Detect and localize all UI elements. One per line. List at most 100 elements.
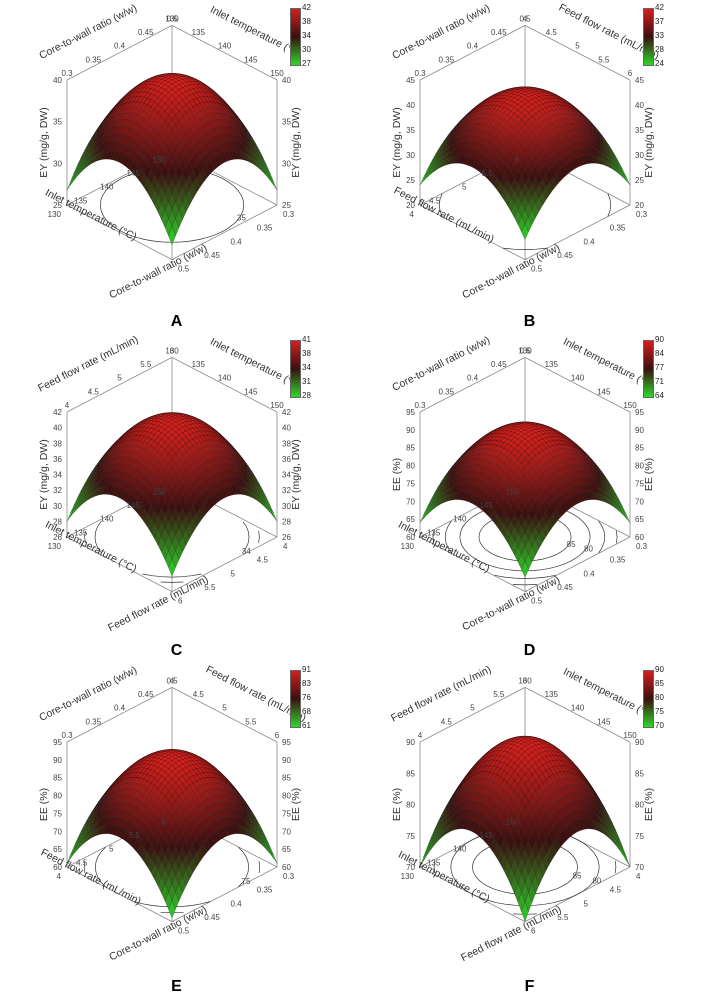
top-y-tick-label: 0.3	[414, 401, 426, 410]
top-y-tick-label: 5.5	[140, 360, 152, 369]
top-y-tick-label: 0.4	[467, 374, 479, 383]
top-x-tick-label: 130	[165, 14, 179, 23]
z-axis-label: EY (mg/g, DW)	[391, 107, 403, 177]
z-axis-label: EY (mg/g, DW)	[38, 107, 50, 177]
top-x-tick-label: 130	[518, 346, 532, 355]
x-tick-label: 4	[410, 210, 415, 219]
x-tick-label: 130	[401, 872, 415, 881]
z-tick-label: 30	[406, 151, 415, 160]
y-axis-label: Core-to-wall ratio (w/w)	[460, 242, 562, 302]
colorbar-tick-label: 90	[655, 666, 664, 674]
top-y-axis-label: Core-to-wall ratio (w/w)	[37, 2, 139, 62]
top-y-tick-label: 0.35	[86, 717, 102, 726]
x-tick-label: 145	[126, 501, 140, 510]
z-tick-label: 85	[406, 769, 415, 778]
z-tick-label: 40	[53, 424, 62, 433]
top-y-tick-label: 0.45	[138, 28, 154, 37]
y-tick-label: 4.5	[257, 556, 269, 565]
top-x-tick-label: 150	[623, 731, 637, 740]
z-tick-label-right: 95	[282, 738, 291, 747]
colorbar-tick-label: 38	[302, 18, 311, 26]
contour-label: 35	[237, 214, 246, 223]
colorbar	[643, 670, 654, 728]
x-tick-label: 140	[100, 515, 114, 524]
top-y-tick-label: 0.3	[414, 69, 426, 78]
top-y-tick-label: 0.3	[61, 69, 73, 78]
x-tick-label: 150	[506, 817, 520, 826]
colorbar	[290, 8, 301, 66]
z-tick-label: 25	[406, 176, 415, 185]
response-surface	[420, 736, 630, 922]
colorbar-tick-label: 80	[655, 694, 664, 702]
colorbar-tick-label: 91	[302, 666, 311, 674]
y-tick-label: 0.3	[283, 210, 295, 219]
x-tick-label: 140	[453, 515, 467, 524]
colorbar-tick-label: 30	[302, 46, 311, 54]
z-tick-label: 90	[406, 738, 415, 747]
z-axis-label: EE (%)	[391, 788, 403, 821]
colorbar-tick-label: 41	[302, 336, 311, 344]
colorbar-tick-label: 42	[302, 4, 311, 12]
z-tick-label-right: 85	[635, 444, 644, 453]
top-x-tick-label: 140	[571, 704, 585, 713]
y-tick-label: 4	[636, 872, 641, 881]
top-x-tick-label: 140	[218, 42, 232, 51]
colorbar	[643, 340, 654, 398]
z-tick-label-right: 20	[635, 201, 644, 210]
top-x-tick-label: 5.5	[245, 717, 257, 726]
z-tick-label: 80	[406, 801, 415, 810]
z-tick-label: 75	[406, 832, 415, 841]
z-axis-label-right: EE (%)	[290, 788, 302, 821]
colorbar-tick-label: 71	[655, 378, 664, 386]
x-axis-label: Feed flow rate (mL/min)	[392, 185, 496, 246]
y-tick-label: 0.4	[584, 569, 596, 578]
top-x-tick-label: 150	[623, 401, 637, 410]
top-y-axis-label: Feed flow rate (mL/min)	[389, 664, 493, 725]
top-x-tick-label: 4.5	[546, 28, 558, 37]
panel-letter: A	[0, 313, 353, 331]
top-x-tick-label: 145	[244, 387, 258, 396]
colorbar-tick-label: 42	[655, 4, 664, 12]
z-axis-label: EE (%)	[38, 788, 50, 821]
top-y-tick-label: 5	[470, 704, 475, 713]
y-tick-label: 0.3	[636, 542, 648, 551]
z-tick-label: 80	[406, 462, 415, 471]
y-tick-label: 0.35	[257, 224, 273, 233]
z-tick-label-right: 70	[282, 827, 291, 836]
z-tick-label: 90	[406, 426, 415, 435]
colorbar-tick-label: 83	[302, 680, 311, 688]
top-y-tick-label: 4	[65, 401, 70, 410]
top-x-tick-label: 145	[597, 717, 611, 726]
contour-label: 85	[573, 872, 582, 881]
x-tick-label: 6	[515, 155, 520, 164]
top-x-tick-label: 140	[571, 374, 585, 383]
z-tick-label: 85	[53, 774, 62, 783]
top-x-tick-label: 5	[575, 42, 580, 51]
z-tick-label-right: 90	[635, 426, 644, 435]
top-y-tick-label: 5.5	[493, 690, 505, 699]
x-tick-label: 130	[401, 542, 415, 551]
top-y-tick-label: 0.3	[61, 731, 73, 740]
y-tick-label: 4.5	[610, 886, 622, 895]
z-tick-label-right: 60	[282, 863, 291, 872]
top-x-tick-label: 5	[222, 704, 227, 713]
top-y-axis-label: Core-to-wall ratio (w/w)	[390, 2, 492, 62]
z-tick-label: 30	[53, 502, 62, 511]
top-x-tick-label: 4.5	[193, 690, 205, 699]
contour-label: 34	[242, 547, 251, 556]
z-tick-label: 35	[53, 118, 62, 127]
contour-label: 80	[584, 544, 593, 553]
contour-label: 75	[242, 877, 251, 886]
x-tick-label: 5	[462, 183, 467, 192]
y-tick-label: 5	[231, 569, 236, 578]
top-y-tick-label: 0.4	[114, 704, 126, 713]
y-axis-label: Core-to-wall ratio (w/w)	[107, 904, 209, 964]
x-tick-label: 4	[57, 872, 62, 881]
x-tick-label: 130	[48, 210, 62, 219]
colorbar-tick-label: 34	[302, 32, 311, 40]
x-tick-label: 5.5	[482, 169, 494, 178]
top-x-tick-label: 4	[170, 676, 175, 685]
